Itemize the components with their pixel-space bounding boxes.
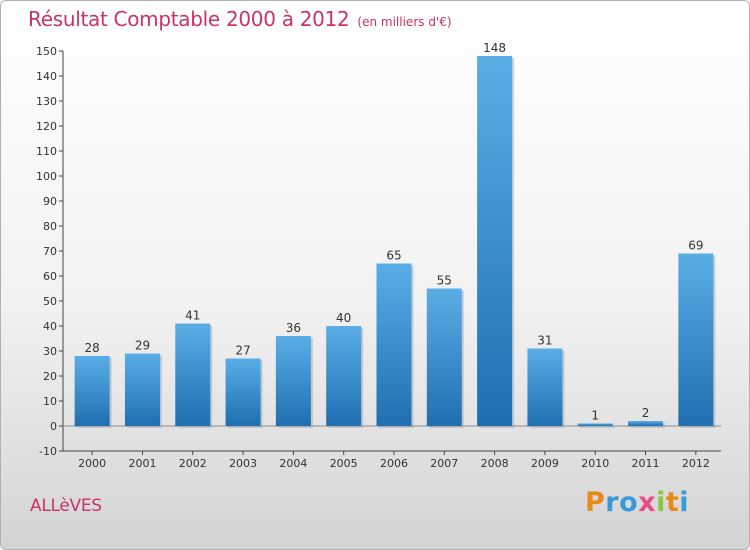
y-tick-label: 10 — [43, 395, 57, 408]
brand-letter: t — [665, 487, 680, 518]
chart-title-text: Résultat Comptable 2000 à 2012 — [28, 7, 350, 31]
value-label-2007: 55 — [437, 274, 452, 288]
y-tick-label: 60 — [43, 270, 57, 283]
x-tick-label: 2002 — [179, 457, 207, 470]
bar-2006 — [376, 263, 412, 426]
x-tick-label: 2009 — [531, 457, 559, 470]
value-label-2006: 65 — [386, 249, 401, 263]
value-label-2009: 31 — [537, 334, 552, 348]
bar-shadow — [579, 425, 615, 428]
chart-subtitle: (en milliers d'€) — [357, 15, 452, 29]
x-tick-label: 2011 — [632, 457, 660, 470]
value-label-2011: 2 — [642, 406, 650, 420]
value-label-2002: 41 — [185, 309, 200, 323]
y-tick-label: 0 — [50, 420, 57, 433]
y-tick-label: 120 — [36, 120, 57, 133]
y-tick-label: -10 — [39, 445, 57, 458]
y-tick-label: 70 — [43, 245, 57, 258]
y-tick-label: 90 — [43, 195, 57, 208]
x-tick-label: 2000 — [78, 457, 106, 470]
x-tick-label: 2012 — [682, 457, 710, 470]
y-tick-label: 150 — [36, 45, 57, 58]
value-label-2001: 29 — [135, 339, 150, 353]
x-tick-label: 2005 — [330, 457, 358, 470]
bar-2008 — [477, 56, 513, 426]
x-tick-label: 2004 — [279, 457, 307, 470]
bar-2010 — [577, 423, 613, 426]
bar-2001 — [124, 353, 160, 426]
brand-letter: i — [656, 487, 666, 518]
x-tick-label: 2003 — [229, 457, 257, 470]
bar-2004 — [275, 336, 311, 426]
value-label-2004: 36 — [286, 321, 301, 335]
brand-letter: P — [585, 487, 606, 518]
y-axis: -10 0 10 20 30 40 50 60 70 80 90 100 110 120 130 140 150 — [36, 45, 64, 458]
bar-2009 — [527, 348, 563, 426]
chart-title: Résultat Comptable 2000 à 2012 (en millie… — [28, 7, 452, 31]
x-tick-label: 2001 — [128, 457, 156, 470]
y-tick-label: 130 — [36, 95, 57, 108]
bar-2000 — [74, 356, 110, 426]
x-tick-label: 2006 — [380, 457, 408, 470]
commune-name: ALLèVES — [30, 496, 102, 516]
x-tick-label: 2010 — [581, 457, 609, 470]
value-label-2010: 1 — [591, 409, 599, 423]
value-label-2008: 148 — [483, 41, 506, 55]
y-tick-label: 20 — [43, 370, 57, 383]
value-label-2000: 28 — [85, 341, 100, 355]
brand-letter: x — [638, 487, 657, 518]
bar-2007 — [426, 288, 462, 426]
brand-letter: r — [605, 487, 620, 518]
bar-2005 — [326, 326, 362, 426]
y-tick-label: 140 — [36, 70, 57, 83]
value-label-2012: 69 — [688, 239, 703, 253]
y-tick-label: 80 — [43, 220, 57, 233]
value-label-2003: 27 — [235, 344, 250, 358]
bar-2002 — [175, 323, 211, 426]
data-labels: 28 29 41 27 36 40 65 55 148 31 1 2 69 — [85, 41, 704, 423]
x-tick-label: 2008 — [481, 457, 509, 470]
brand-letter: i — [679, 487, 690, 518]
brand-letter: o — [619, 487, 639, 518]
x-tick-label: 2007 — [430, 457, 458, 470]
value-label-2005: 40 — [336, 311, 351, 325]
proxiti-logo: Proxiti — [585, 487, 689, 518]
bars — [74, 56, 716, 428]
bar-2011 — [628, 421, 664, 426]
y-tick-label: 30 — [43, 345, 57, 358]
y-tick-label: 40 — [43, 320, 57, 333]
y-tick-label: 50 — [43, 295, 57, 308]
bar-2003 — [225, 358, 261, 426]
bar-2012 — [678, 253, 714, 426]
y-tick-label: 110 — [36, 145, 57, 158]
y-tick-label: 100 — [36, 170, 57, 183]
x-axis: 2000 2001 2002 2003 2004 2005 2006 2007 2008 2009… — [63, 425, 721, 470]
